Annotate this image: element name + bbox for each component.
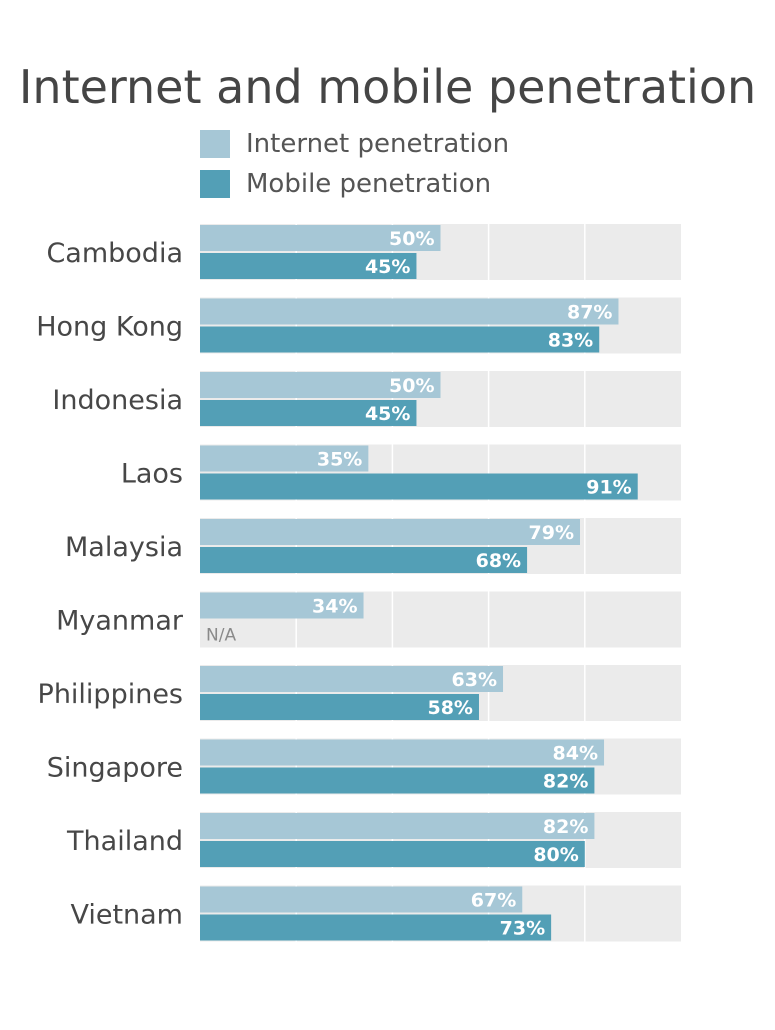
bar-internet-hong-kong [200, 298, 619, 325]
bar-internet-philippines [200, 666, 504, 692]
data-label-mobile-philippines: 58% [427, 697, 472, 719]
na-label-myanmar: N/A [206, 626, 236, 646]
category-label-myanmar: Myanmar [56, 606, 184, 637]
bar-mobile-hong-kong [200, 326, 600, 353]
data-label-mobile-malaysia: 68% [476, 550, 521, 572]
data-label-internet-philippines: 63% [452, 669, 497, 691]
data-label-mobile-laos: 91% [586, 477, 631, 499]
data-label-internet-cambodia: 50% [389, 228, 434, 250]
bar-mobile-vietnam [200, 914, 552, 941]
bar-mobile-singapore [200, 767, 595, 794]
legend-item-internet: Internet penetration [200, 128, 600, 160]
bar-internet-vietnam [200, 886, 523, 913]
data-label-mobile-vietnam: 73% [500, 918, 545, 940]
bar-mobile-laos [200, 473, 638, 500]
bar-internet-malaysia [200, 519, 580, 545]
data-label-internet-myanmar: 34% [312, 596, 357, 618]
data-label-internet-thailand: 82% [543, 816, 588, 838]
category-label-thailand: Thailand [66, 826, 183, 857]
chart-title: Internet and mobile penetration [18, 60, 757, 114]
bar-mobile-cambodia [200, 253, 417, 279]
data-label-internet-hong-kong: 87% [567, 302, 612, 324]
category-label-laos: Laos [121, 459, 183, 490]
data-label-mobile-thailand: 80% [533, 844, 578, 866]
bar-internet-singapore [200, 739, 605, 766]
legend-item-mobile: Mobile penetration [200, 168, 600, 200]
data-label-internet-singapore: 84% [553, 743, 598, 765]
bar-mobile-malaysia [200, 547, 528, 573]
legend-swatch-internet [200, 130, 230, 158]
category-label-hong-kong: Hong Kong [36, 312, 183, 343]
data-label-internet-vietnam: 67% [471, 890, 516, 912]
category-label-singapore: Singapore [47, 753, 183, 784]
bar-internet-indonesia [200, 372, 441, 398]
legend-label-internet: Internet penetration [246, 129, 510, 159]
bar-mobile-thailand [200, 841, 585, 867]
bar-internet-cambodia [200, 225, 441, 251]
category-label-indonesia: Indonesia [52, 385, 183, 416]
data-label-mobile-cambodia: 45% [365, 256, 410, 278]
data-label-internet-indonesia: 50% [389, 375, 434, 397]
bar-internet-thailand [200, 813, 595, 839]
legend-swatch-mobile [200, 170, 230, 198]
data-label-mobile-hong-kong: 83% [548, 330, 593, 352]
legend-label-mobile: Mobile penetration [246, 169, 492, 199]
bar-mobile-philippines [200, 694, 479, 720]
category-label-vietnam: Vietnam [70, 900, 183, 931]
category-label-philippines: Philippines [38, 679, 183, 710]
bar-internet-laos [200, 445, 369, 472]
category-label-malaysia: Malaysia [65, 532, 183, 563]
data-label-mobile-singapore: 82% [543, 771, 588, 793]
data-label-internet-malaysia: 79% [529, 522, 574, 544]
data-label-mobile-indonesia: 45% [365, 403, 410, 425]
bar-internet-myanmar [200, 592, 364, 619]
data-label-internet-laos: 35% [317, 449, 362, 471]
category-label-cambodia: Cambodia [46, 238, 183, 269]
bar-mobile-indonesia [200, 400, 417, 426]
